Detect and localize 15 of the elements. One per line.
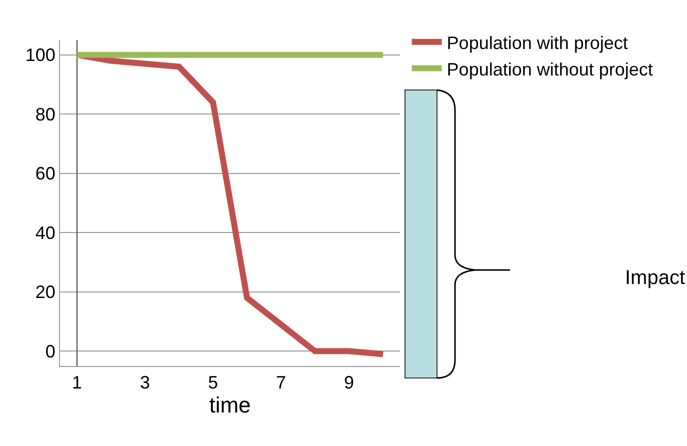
x-tick-label: 3: [140, 372, 150, 393]
y-tick-label: 20: [35, 282, 56, 302]
y-tick-label: 0: [45, 341, 56, 362]
y-tick-label: 80: [35, 104, 56, 124]
legend-label: Population with project: [446, 32, 628, 53]
text: Impact: [625, 267, 686, 289]
x-tick-label: 9: [344, 372, 354, 393]
x-tick-label: 7: [276, 372, 286, 393]
x-tick-label: 1: [72, 372, 82, 393]
x-axis-title: time: [209, 392, 251, 418]
legend-label: Population without project: [446, 59, 653, 80]
y-tick-label: 100: [25, 45, 56, 66]
x-tick-label: 5: [208, 372, 218, 393]
y-tick-label: 40: [35, 222, 56, 243]
y-tick-label: 60: [35, 164, 56, 184]
